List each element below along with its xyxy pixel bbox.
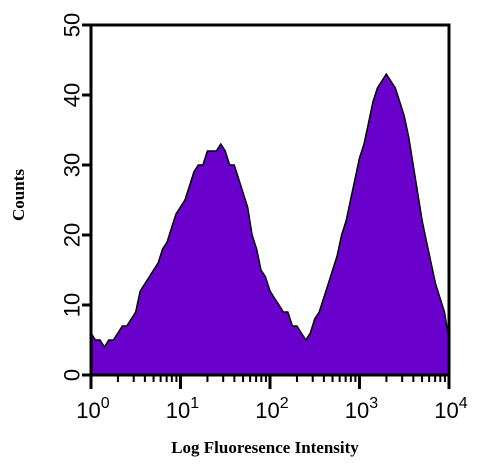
histogram-series-0 xyxy=(90,72,450,376)
y-axis-title: Counts xyxy=(9,169,28,221)
y-tick-label: 20 xyxy=(60,223,85,247)
x-tick-label: 101 xyxy=(166,395,199,423)
x-axis: 100 101 102 103 104 xyxy=(76,375,468,423)
y-tick-label: 50 xyxy=(60,13,85,37)
y-tick-label: 0 xyxy=(60,369,85,381)
x-tick-label: 103 xyxy=(345,395,378,423)
y-tick-label: 10 xyxy=(60,293,85,317)
y-axis: 0 10 20 30 40 50 xyxy=(60,13,91,381)
y-tick-label: 40 xyxy=(60,83,85,107)
x-tick-label: 104 xyxy=(434,395,467,423)
x-tick-label: 100 xyxy=(76,395,109,423)
histogram-area-layer xyxy=(90,72,450,376)
y-tick-label: 30 xyxy=(60,153,85,177)
x-axis-title: Log Fluoresence Intensity xyxy=(171,438,359,457)
x-tick-label: 102 xyxy=(255,395,288,423)
